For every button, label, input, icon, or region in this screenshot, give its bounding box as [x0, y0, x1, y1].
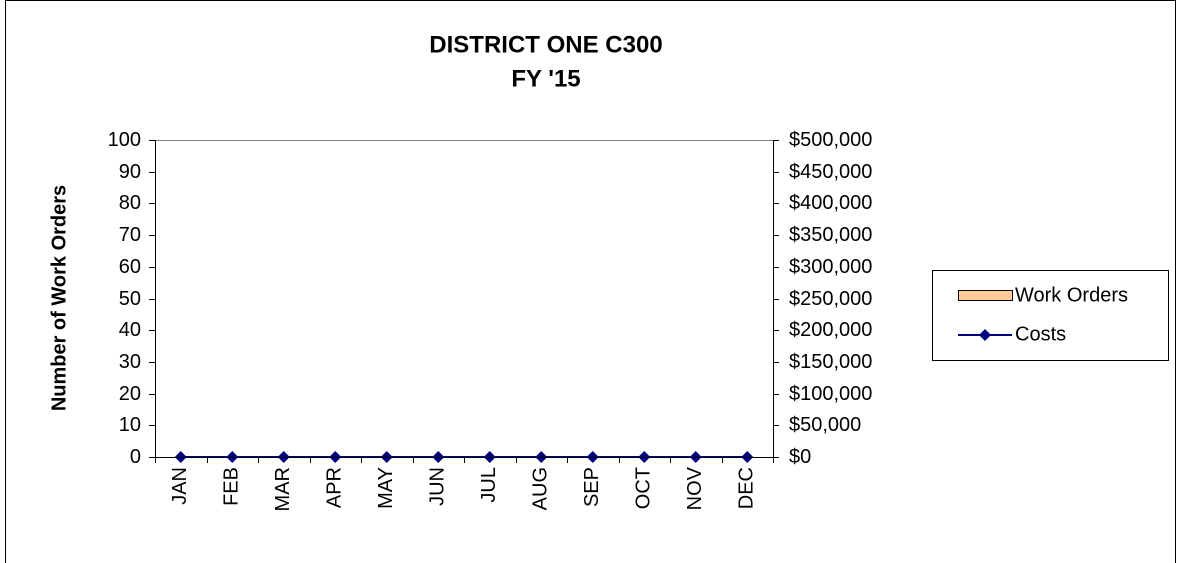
- x-tick-label: DEC: [736, 467, 758, 509]
- x-tick-label: JUL: [478, 467, 500, 503]
- x-tick-label: OCT: [633, 467, 655, 509]
- legend-marker: [979, 329, 991, 341]
- x-tick-label: NOV: [684, 466, 706, 510]
- y-axis-title: Number of Work Orders: [48, 185, 70, 411]
- y-tick-label: 50: [119, 288, 141, 310]
- y2-tick-label: $150,000: [789, 351, 872, 373]
- y-tick-label: 60: [119, 256, 141, 278]
- y-tick-label: 10: [119, 414, 141, 436]
- y2-tick-label: $100,000: [789, 383, 872, 405]
- y2-tick-label: $400,000: [789, 192, 872, 214]
- y-tick-label: 70: [119, 224, 141, 246]
- chart-subtitle: FY '15: [511, 65, 580, 92]
- legend-swatch: [958, 290, 1013, 301]
- y-tick-label: 100: [108, 129, 141, 151]
- y-tick-label: 80: [119, 192, 141, 214]
- y2-tick-label: $50,000: [789, 414, 861, 436]
- y-tick-label: 20: [119, 383, 141, 405]
- legend-label: Costs: [1015, 323, 1066, 345]
- x-tick-label: MAR: [272, 467, 294, 511]
- x-tick-label: FEB: [221, 467, 243, 506]
- y2-tick-label: $350,000: [789, 224, 872, 246]
- x-tick-label: AUG: [530, 467, 552, 510]
- y2-tick-label: $500,000: [789, 129, 872, 151]
- x-tick-label: JAN: [169, 467, 191, 505]
- chart-title: DISTRICT ONE C300: [429, 31, 662, 58]
- y-tick-label: 30: [119, 351, 141, 373]
- y-tick-label: 40: [119, 319, 141, 341]
- y-tick-label: 90: [119, 161, 141, 183]
- x-tick-label: SEP: [581, 467, 603, 507]
- y2-tick-label: $250,000: [789, 288, 872, 310]
- y-tick-label: 0: [130, 446, 141, 468]
- x-tick-label: APR: [324, 467, 346, 508]
- y2-tick-label: $300,000: [789, 256, 872, 278]
- y2-tick-label: $200,000: [789, 319, 872, 341]
- legend: [932, 270, 1169, 361]
- x-tick-label: MAY: [375, 467, 397, 509]
- x-tick-label: JUN: [427, 467, 449, 506]
- legend-label: Work Orders: [1015, 284, 1128, 306]
- chart-border: [5, 0, 1176, 563]
- y2-tick-label: $450,000: [789, 161, 872, 183]
- y2-tick-label: $0: [789, 446, 811, 468]
